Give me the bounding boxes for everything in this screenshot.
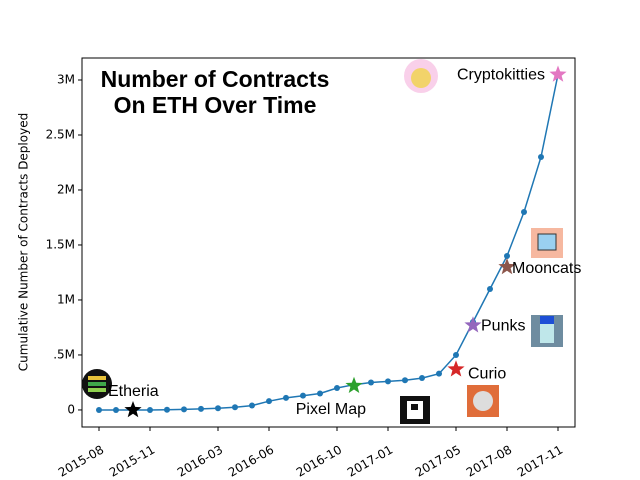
x-tick-label: 2017-05 (413, 443, 463, 480)
data-point (504, 252, 510, 259)
data-point (487, 285, 493, 292)
data-point (453, 351, 459, 358)
y-axis-label: Cumulative Number of Contracts Deployed (17, 113, 31, 371)
data-point (181, 406, 187, 413)
y-tick-label: .5M (53, 347, 75, 361)
annotation-star (447, 360, 465, 377)
annotation-label: Cryptokitties (457, 67, 545, 84)
data-point (317, 390, 323, 397)
y-tick-label: 1.5M (46, 237, 75, 251)
chart-title: Number of Contracts (101, 66, 330, 92)
x-tick-label: 2017-11 (515, 443, 565, 480)
data-point (300, 392, 306, 399)
y-tick-label: 2M (57, 182, 75, 196)
annotation-star (549, 65, 567, 82)
data-point (96, 406, 102, 413)
data-point (521, 208, 527, 215)
data-point (538, 153, 544, 160)
annotation-star (498, 258, 516, 275)
annotation-star (124, 401, 142, 418)
annotation-star (464, 316, 482, 333)
y-tick-label: 2.5M (46, 127, 75, 141)
x-tick-label: 2017-08 (464, 443, 514, 480)
x-tick-label: 2016-03 (175, 443, 225, 480)
data-point (232, 404, 238, 411)
data-point (164, 406, 170, 413)
data-point (368, 379, 374, 386)
icons (82, 59, 563, 424)
annotation-label: Curio (468, 365, 506, 382)
annotation-label: Punks (481, 317, 525, 334)
data-point (419, 375, 425, 382)
plot-frame (81, 57, 576, 428)
x-tick-label: 2016-10 (294, 443, 344, 480)
data-point (147, 406, 153, 413)
x-tick-label: 2016-06 (226, 443, 276, 480)
data-line (99, 74, 559, 411)
data-point (283, 394, 289, 401)
data-point (266, 398, 272, 405)
x-tick-label: 2017-01 (345, 443, 395, 480)
annotation-star (345, 376, 363, 393)
data-point (436, 370, 442, 377)
y-tick-label: 0 (67, 402, 75, 416)
chart-title: On ETH Over Time (114, 92, 317, 118)
data-point (402, 377, 408, 384)
annotation-label: Etheria (108, 383, 159, 400)
data-point (334, 384, 340, 391)
data-point (198, 405, 204, 412)
x-tick-label: 2015-08 (56, 443, 106, 480)
annotation-label: Mooncats (512, 260, 581, 277)
y-tick-label: 3M (57, 72, 75, 86)
x-tick-label: 2015-11 (107, 443, 157, 480)
y-tick-label: 1M (57, 292, 75, 306)
data-point (249, 402, 255, 409)
data-point (385, 378, 391, 385)
data-point (113, 406, 119, 413)
annotation-label: Pixel Map (296, 401, 366, 418)
data-point (215, 405, 221, 412)
